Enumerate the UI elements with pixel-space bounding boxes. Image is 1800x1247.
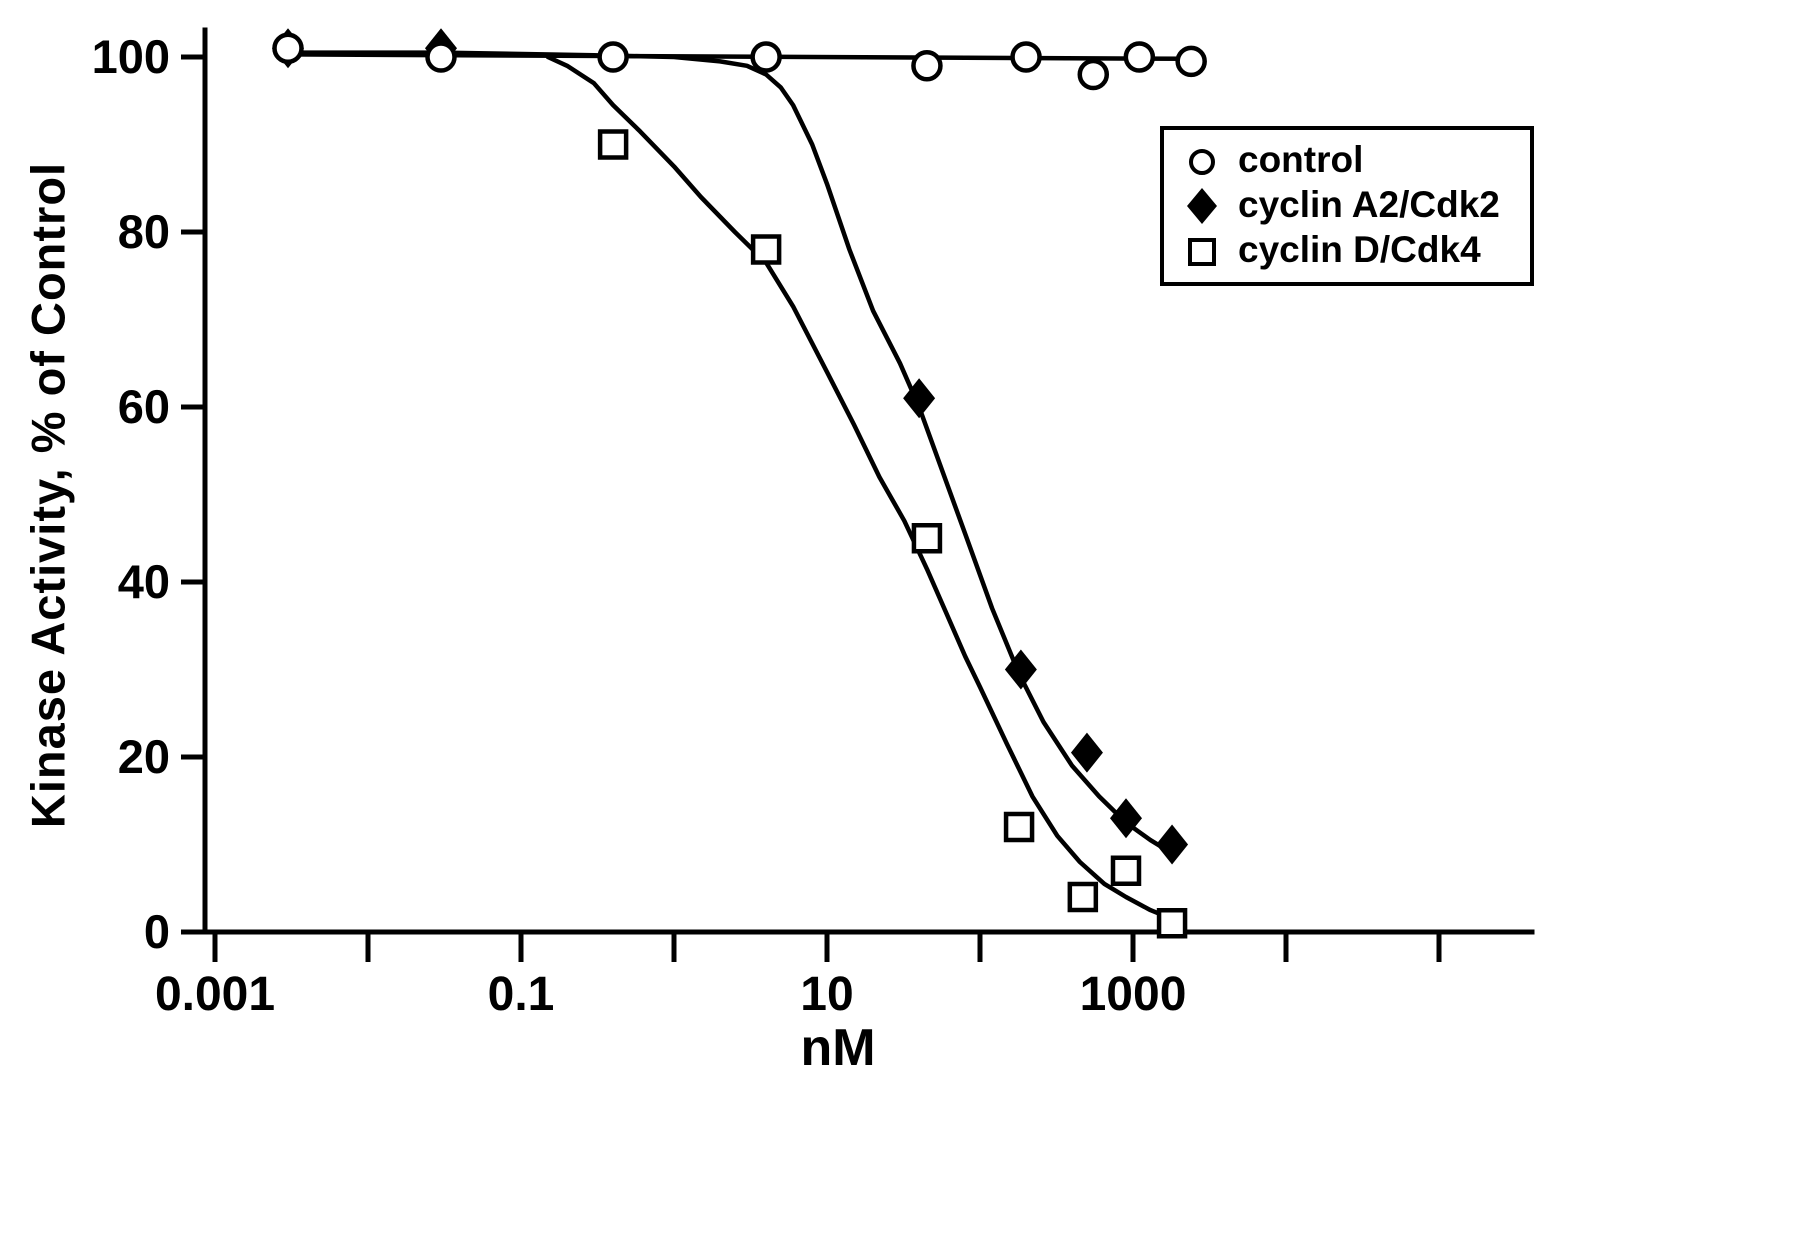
legend-item-control: control <box>1182 138 1500 182</box>
y-tick-label: 60 <box>118 380 170 433</box>
y-tick-label: 100 <box>92 30 170 83</box>
y-tick-label: 20 <box>118 730 170 783</box>
legend-item-cyclin-a2-cdk2: cyclin A2/Cdk2 <box>1182 183 1500 227</box>
open-square-marker-icon <box>1182 230 1222 270</box>
series-markers-cyclin-a2-cdk2 <box>271 28 1189 865</box>
legend-label-cyclin-a2-cdk2: cyclin A2/Cdk2 <box>1238 184 1500 225</box>
data-point <box>1123 41 1156 73</box>
y-axis-ticks: 0 20 40 60 80 100 <box>92 30 206 958</box>
data-point <box>1070 732 1103 773</box>
y-axis-label: Kinase Activity, % of Control <box>21 161 75 829</box>
series-curve-cyclin-d-cdk4 <box>545 54 1175 922</box>
data-point <box>1077 58 1110 91</box>
legend-label-control: control <box>1238 139 1364 180</box>
data-point <box>1109 798 1142 839</box>
x-tick-label: 0.001 <box>155 968 275 1021</box>
data-point <box>1156 908 1188 939</box>
data-point <box>750 41 782 73</box>
x-tick-label: 10 <box>800 968 853 1021</box>
y-tick-label: 40 <box>118 555 170 608</box>
data-point <box>1110 855 1142 886</box>
legend: control cyclin A2/Cdk2 cyclin D/Cdk4 <box>1160 126 1534 286</box>
legend-label-cyclin-d-cdk4: cyclin D/Cdk4 <box>1238 229 1481 270</box>
y-tick-label: 80 <box>118 205 170 258</box>
data-point <box>597 129 629 160</box>
data-point <box>1067 881 1099 913</box>
legend-item-cyclin-d-cdk4: cyclin D/Cdk4 <box>1182 228 1500 272</box>
data-point <box>425 41 457 73</box>
x-tick-label: 0.1 <box>488 968 555 1021</box>
data-point <box>911 523 943 554</box>
x-axis-ticks: 0.001 0.1 10 1000 <box>155 932 1442 1021</box>
series-curve-control <box>285 52 1194 62</box>
x-tick-label: 1000 <box>1080 968 1187 1021</box>
series-markers-cyclin-d-cdk4 <box>597 129 1188 939</box>
data-point <box>1010 41 1042 73</box>
data-point <box>1156 824 1189 865</box>
data-point <box>911 50 943 82</box>
data-point <box>750 234 782 265</box>
series-markers-control <box>272 32 1207 91</box>
data-point <box>1003 811 1035 843</box>
data-point <box>272 32 304 64</box>
filled-diamond-marker-icon <box>1182 185 1222 225</box>
x-axis-label: nM <box>800 1019 876 1077</box>
data-point <box>1004 649 1037 690</box>
open-circle-marker-icon <box>1182 140 1222 180</box>
data-point <box>903 378 936 419</box>
data-point <box>597 41 629 73</box>
y-tick-label: 0 <box>144 905 170 958</box>
series-curve-cyclin-a2-cdk2 <box>285 50 1175 856</box>
data-point <box>1175 45 1207 78</box>
